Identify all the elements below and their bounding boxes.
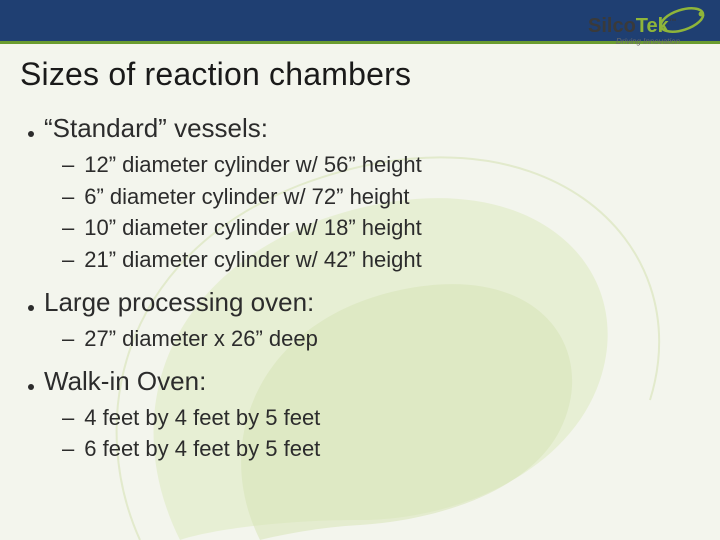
dash-icon: –	[62, 326, 74, 352]
bullet-list: “Standard” vessels: –12” diameter cylind…	[20, 111, 700, 464]
item-text: 10” diameter cylinder w/ 18” height	[84, 213, 422, 243]
dash-icon: –	[62, 405, 74, 431]
sub-list: –4 feet by 4 feet by 5 feet –6 feet by 4…	[20, 403, 700, 464]
section-heading: Walk-in Oven:	[44, 364, 206, 399]
section-heading: “Standard” vessels:	[44, 111, 268, 146]
list-item: –6” diameter cylinder w/ 72” height	[62, 182, 700, 212]
section-walkin-oven: Walk-in Oven: –4 feet by 4 feet by 5 fee…	[20, 364, 700, 464]
dash-icon: –	[62, 152, 74, 178]
slide-content: Sizes of reaction chambers “Standard” ve…	[0, 44, 720, 464]
list-item: –6 feet by 4 feet by 5 feet	[62, 434, 700, 464]
dash-icon: –	[62, 436, 74, 462]
item-text: 27” diameter x 26” deep	[84, 324, 318, 354]
logo-main-1: Silco	[588, 15, 636, 37]
logo-tm: ™	[669, 17, 677, 26]
item-text: 21” diameter cylinder w/ 42” height	[84, 245, 422, 275]
sub-list: –27” diameter x 26” deep	[20, 324, 700, 354]
dash-icon: –	[62, 247, 74, 273]
bullet-dot-icon	[28, 305, 34, 311]
item-text: 4 feet by 4 feet by 5 feet	[84, 403, 320, 433]
brand-logo: SilcoTek™ Driving Innovation	[586, 6, 706, 50]
item-text: 6 feet by 4 feet by 5 feet	[84, 434, 320, 464]
dash-icon: –	[62, 215, 74, 241]
slide-title: Sizes of reaction chambers	[20, 56, 700, 93]
logo-main-2: Tek	[636, 15, 670, 37]
sub-list: –12” diameter cylinder w/ 56” height –6”…	[20, 150, 700, 275]
list-item: –4 feet by 4 feet by 5 feet	[62, 403, 700, 433]
section-standard-vessels: “Standard” vessels: –12” diameter cylind…	[20, 111, 700, 275]
list-item: –12” diameter cylinder w/ 56” height	[62, 150, 700, 180]
list-item: –27” diameter x 26” deep	[62, 324, 700, 354]
section-large-oven: Large processing oven: –27” diameter x 2…	[20, 285, 700, 354]
svg-text:SilcoTek™: SilcoTek™	[588, 15, 677, 37]
item-text: 12” diameter cylinder w/ 56” height	[84, 150, 422, 180]
logo-tagline: Driving Innovation	[616, 37, 681, 46]
item-text: 6” diameter cylinder w/ 72” height	[84, 182, 409, 212]
bullet-dot-icon	[28, 131, 34, 137]
section-heading: Large processing oven:	[44, 285, 314, 320]
bullet-dot-icon	[28, 384, 34, 390]
list-item: –10” diameter cylinder w/ 18” height	[62, 213, 700, 243]
dash-icon: –	[62, 184, 74, 210]
list-item: –21” diameter cylinder w/ 42” height	[62, 245, 700, 275]
